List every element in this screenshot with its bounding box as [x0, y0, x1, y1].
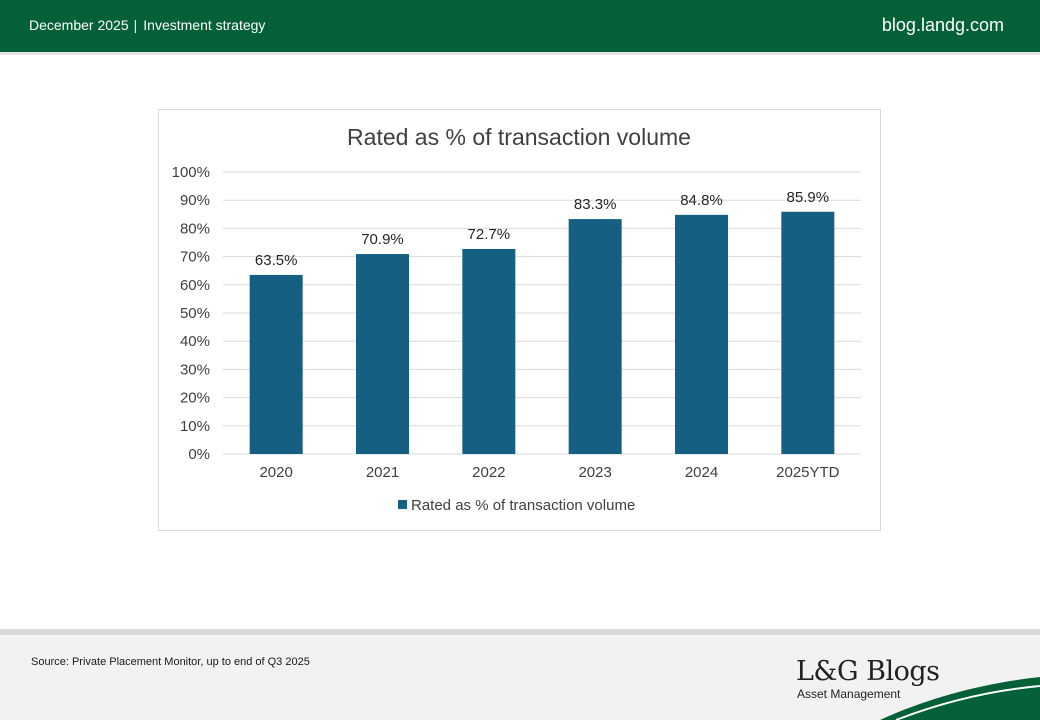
bar-chart: Rated as % of transaction volume 0% 10% 20%…: [172, 124, 861, 514]
chart-container: Rated as % of transaction volume 0% 10% 20%…: [158, 109, 881, 531]
legend-swatch: [398, 500, 407, 509]
header-date: December 2025: [29, 17, 129, 33]
x-tick-label: 2023: [578, 464, 611, 481]
header-separator: |: [133, 17, 138, 33]
x-tick-label: 2025YTD: [776, 464, 840, 481]
header-bar: December 2025 | Investment strategy blog.l…: [0, 0, 1040, 52]
logo-subtitle: Asset Management: [797, 687, 901, 701]
brand-swoosh: [880, 677, 1040, 720]
y-tick-label: 80%: [180, 220, 210, 237]
y-tick-label: 30%: [180, 361, 210, 378]
data-label: 83.3%: [574, 196, 617, 213]
y-tick-label: 60%: [180, 277, 210, 294]
bar-2020: [249, 274, 303, 454]
footer-divider: [0, 629, 1040, 635]
y-tick-label: 10%: [180, 418, 210, 435]
y-tick-label: 20%: [180, 390, 210, 407]
source-note: Source: Private Placement Monitor, up to…: [31, 656, 310, 668]
x-tick-label: 2024: [685, 464, 718, 481]
bar-2021: [356, 254, 409, 454]
bar-2024: [675, 214, 728, 454]
data-label: 72.7%: [468, 226, 511, 243]
y-tick-label: 70%: [180, 249, 210, 266]
header-shadow: [0, 52, 1040, 55]
x-tick-label: 2020: [259, 464, 292, 481]
bar-2022: [462, 248, 516, 454]
footer: Source: Private Placement Monitor, up to…: [0, 635, 1040, 720]
y-tick-label: 0%: [188, 446, 210, 463]
y-tick-label: 90%: [180, 192, 210, 209]
data-label: 63.5%: [255, 252, 298, 269]
header-section: Investment strategy: [143, 17, 266, 33]
bar-2025ytd: [781, 211, 835, 454]
chart-title: Rated as % of transaction volume: [347, 124, 691, 150]
data-label: 85.9%: [787, 189, 830, 206]
y-tick-label: 50%: [180, 305, 210, 322]
x-tick-label: 2022: [472, 464, 505, 481]
y-tick-label: 40%: [180, 333, 210, 350]
header-site-link[interactable]: blog.landg.com: [881, 15, 1004, 35]
header-breadcrumb: December 2025 | Investment strategy: [29, 17, 265, 33]
bar-2023: [568, 219, 622, 454]
data-label: 70.9%: [361, 231, 404, 248]
data-label: 84.8%: [680, 192, 723, 209]
x-tick-label: 2021: [366, 464, 399, 481]
y-tick-label: 100%: [172, 164, 210, 181]
logo-title: L&G Blogs: [796, 656, 940, 687]
legend-label: Rated as % of transaction volume: [411, 497, 635, 514]
